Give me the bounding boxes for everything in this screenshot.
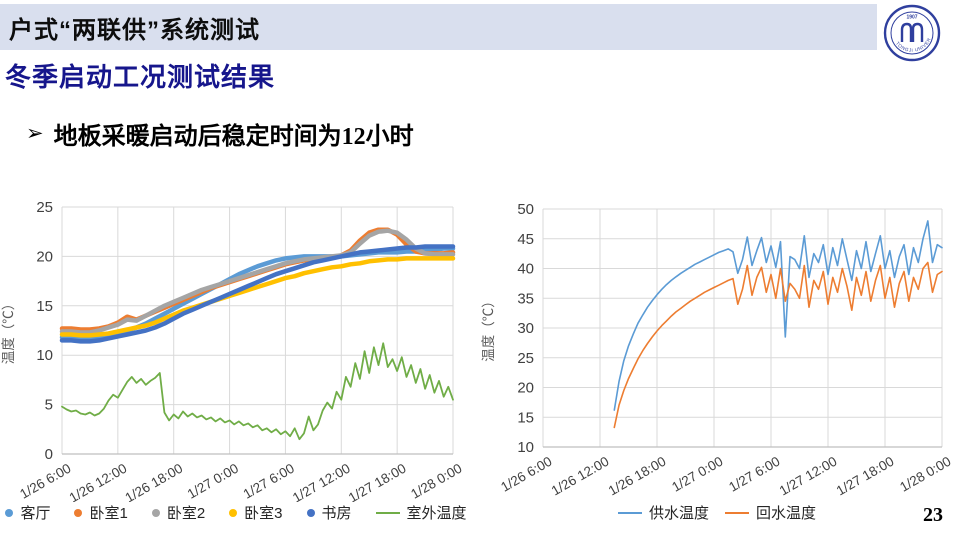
legend-dot-marker (5, 508, 14, 517)
svg-text:0: 0 (45, 446, 53, 463)
legend-label: 回水温度 (756, 505, 817, 522)
svg-text:1/28 0:00: 1/28 0:00 (408, 461, 464, 502)
svg-text:温度（℃）: 温度（℃） (1, 297, 16, 365)
svg-text:15: 15 (36, 298, 53, 315)
legend-item: 卧室2 (151, 502, 206, 523)
title-bar: 户式“两联供”系统测试 (0, 4, 877, 50)
svg-text:1/26 12:00: 1/26 12:00 (549, 454, 612, 499)
svg-text:1/26 18:00: 1/26 18:00 (606, 454, 669, 499)
svg-text:1/27 6:00: 1/27 6:00 (241, 461, 297, 502)
legend-line-marker (617, 511, 642, 514)
svg-text:温度（℃）: 温度（℃） (481, 294, 496, 362)
section-subtitle: 冬季启动工况测试结果 (5, 63, 276, 92)
legend-dot-marker (74, 508, 83, 517)
legend-label: 室外温度 (406, 505, 467, 522)
svg-text:20: 20 (36, 248, 53, 265)
legend-item: 卧室3 (229, 502, 283, 523)
legend-line-marker (375, 511, 400, 514)
legend-item: 室外温度 (375, 502, 467, 523)
svg-text:20: 20 (517, 380, 534, 397)
svg-text:1/27 6:00: 1/27 6:00 (726, 454, 782, 495)
svg-text:45: 45 (517, 231, 534, 248)
legend-item: 供水温度 (617, 502, 709, 523)
legend-label: 卧室1 (89, 505, 128, 522)
water-chart-legend: 供水温度 回水温度 (480, 502, 954, 523)
legend-line-marker (725, 511, 749, 514)
svg-text:1/26 6:00: 1/26 6:00 (17, 461, 73, 502)
indoor-temperature-chart: 0 5 10 15 20 25 1/26 6:00 1/26 12:00 1/26 18:00 1… (0, 189, 472, 523)
legend-dot-marker (229, 508, 238, 517)
svg-text:25: 25 (517, 350, 534, 367)
svg-text:35: 35 (517, 290, 534, 307)
indoor-chart-legend: 客厅 卧室1 卧室2 卧室3 书房 室外温度 (0, 502, 472, 523)
svg-text:5: 5 (45, 397, 53, 414)
university-seal-icon: 1907 TONGJI UNIVERSITY (882, 4, 941, 62)
bullet-line: ➢ 地板采暖启动后稳定时间为12小时 (26, 116, 414, 151)
svg-text:40: 40 (517, 261, 534, 278)
svg-text:1/27 0:00: 1/27 0:00 (185, 461, 241, 502)
legend-dot-marker (151, 508, 160, 517)
svg-text:1/27 18:00: 1/27 18:00 (834, 454, 897, 499)
svg-text:1/27 12:00: 1/27 12:00 (290, 461, 353, 502)
legend-label: 书房 (321, 505, 352, 522)
svg-text:30: 30 (517, 320, 534, 337)
page-number: 23 (923, 504, 943, 526)
bullet-text: 地板采暖启动后稳定时间为12小时 (53, 124, 414, 150)
logo-year: 1907 (906, 15, 917, 21)
svg-text:1/27 0:00: 1/27 0:00 (669, 454, 725, 495)
svg-text:50: 50 (517, 201, 534, 218)
legend-label: 客厅 (20, 505, 51, 522)
svg-text:10: 10 (36, 347, 53, 364)
svg-text:1/26 6:00: 1/26 6:00 (498, 454, 554, 495)
legend-item: 书房 (306, 502, 352, 523)
svg-text:1/26 18:00: 1/26 18:00 (122, 461, 185, 502)
slide-title: 户式“两联供”系统测试 (9, 16, 260, 44)
water-temperature-chart: 10 15 20 25 30 35 40 45 50 1/26 6:00 1/26 12:00 1/2… (480, 189, 954, 523)
svg-text:25: 25 (36, 199, 53, 216)
svg-text:10: 10 (517, 439, 534, 456)
svg-text:1/27 12:00: 1/27 12:00 (777, 454, 840, 499)
legend-item: 回水温度 (725, 502, 816, 523)
legend-label: 供水温度 (648, 505, 709, 522)
legend-item: 卧室1 (74, 502, 128, 523)
svg-text:1/26 12:00: 1/26 12:00 (67, 461, 130, 502)
svg-text:1/28 0:00: 1/28 0:00 (897, 454, 953, 495)
legend-item: 客厅 (5, 502, 50, 523)
legend-label: 卧室2 (166, 505, 206, 522)
logo-emblem (900, 22, 924, 42)
svg-text:1/27 18:00: 1/27 18:00 (346, 461, 409, 502)
bullet-arrow-icon: ➢ (26, 121, 44, 145)
legend-label: 卧室3 (244, 505, 283, 522)
legend-dot-marker (306, 508, 315, 517)
svg-text:15: 15 (517, 409, 534, 426)
